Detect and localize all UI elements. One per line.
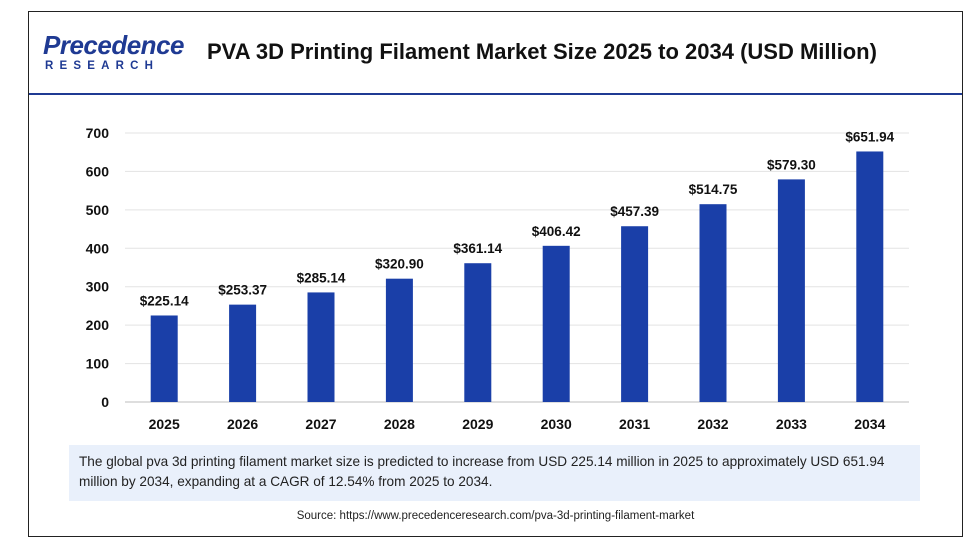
summary-note: The global pva 3d printing filament mark… [69, 445, 920, 501]
data-label: $361.14 [453, 241, 502, 256]
data-label: $320.90 [375, 257, 424, 272]
data-label: $579.30 [767, 157, 816, 172]
data-label: $406.42 [532, 224, 581, 239]
bar-chart: 0 100 200 300 400 500 600 700 $225.14 2025 $253.37… [86, 125, 909, 432]
bar [464, 263, 492, 402]
data-label: $651.94 [845, 129, 894, 144]
bar [385, 278, 413, 402]
y-tick-label: 500 [86, 202, 110, 218]
y-tick-label: 0 [101, 394, 109, 410]
x-tick-label: 2034 [854, 416, 885, 432]
y-tick-label: 400 [86, 240, 110, 256]
bar [542, 245, 570, 402]
y-tick-label: 100 [86, 356, 110, 372]
data-label: $457.39 [610, 204, 659, 219]
header: Precedence RESEARCH PVA 3D Printing Fila… [29, 12, 962, 95]
data-label: $514.75 [689, 182, 738, 197]
x-tick-label: 2028 [384, 416, 415, 432]
source-citation: Source: https://www.precedenceresearch.c… [296, 510, 695, 522]
y-tick-label: 700 [86, 125, 110, 141]
y-tick-label: 600 [86, 163, 110, 179]
bar [229, 304, 257, 402]
bar [307, 292, 335, 402]
x-tick-label: 2030 [541, 416, 572, 432]
chart-frame: Precedence RESEARCH PVA 3D Printing Fila… [28, 11, 963, 537]
x-tick-label: 2033 [776, 416, 807, 432]
logo-wordmark: Precedence [43, 30, 184, 60]
bar [699, 204, 727, 402]
x-tick-label: 2029 [462, 416, 493, 432]
x-tick-label: 2026 [227, 416, 258, 432]
x-tick-label: 2027 [305, 416, 336, 432]
y-tick-label: 200 [86, 317, 110, 333]
header-divider [29, 93, 962, 95]
chart-title: PVA 3D Printing Filament Market Size 202… [207, 39, 877, 64]
logo-subtitle: RESEARCH [45, 60, 160, 72]
x-tick-label: 2025 [149, 416, 180, 432]
y-tick-label: 300 [86, 279, 110, 295]
bar [150, 315, 178, 402]
data-label: $253.37 [218, 283, 267, 298]
brand-logo: Precedence RESEARCH [43, 30, 193, 80]
x-tick-label: 2032 [697, 416, 728, 432]
data-label: $285.14 [297, 270, 346, 285]
bar [856, 151, 884, 402]
x-tick-label: 2031 [619, 416, 650, 432]
bar [621, 226, 649, 402]
data-label: $225.14 [140, 293, 189, 308]
bar [777, 179, 805, 402]
